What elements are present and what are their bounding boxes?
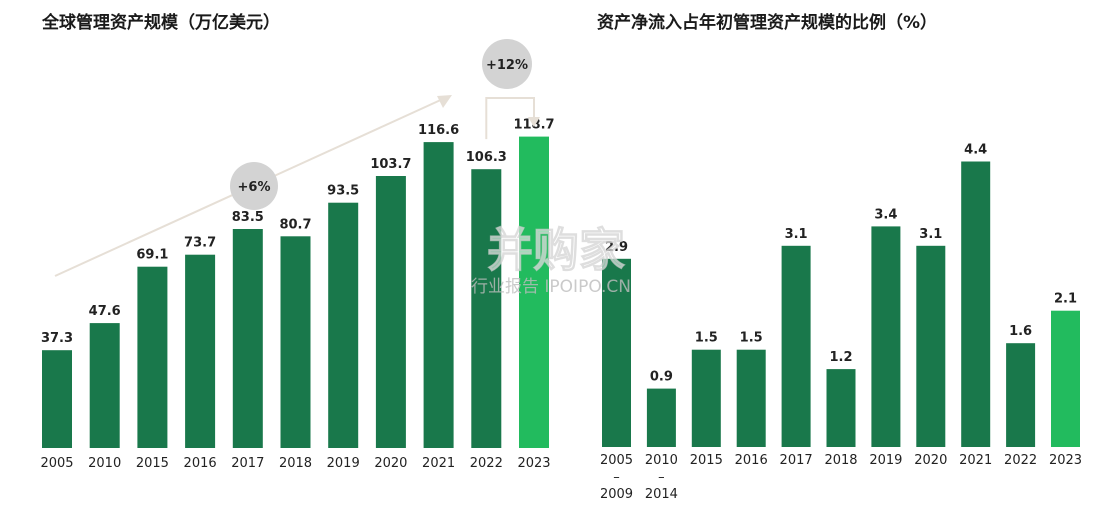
chart2-tick-label-6: 2019: [869, 453, 902, 468]
chart2-tick-label-9: 2022: [1004, 453, 1037, 468]
chart2-bar-8: [961, 161, 991, 447]
chart1-value-label-2: 69.1: [136, 248, 168, 263]
chart1-value-label-9: 106.3: [466, 150, 507, 165]
chart1-bar-8: [423, 142, 454, 448]
chart1-tick-label-0: 2005: [40, 456, 73, 471]
chart1-bar-3: [185, 254, 216, 448]
chart1-tick-label-9: 2022: [470, 456, 503, 471]
chart1-value-label-6: 93.5: [327, 184, 359, 199]
chart1-bar-2: [137, 266, 168, 448]
chart1-tick-label-1: 2010: [88, 456, 121, 471]
chart1-bar-0: [42, 350, 72, 448]
chart1-bar-9: [471, 169, 502, 448]
chart2-tick-label-4: 2017: [780, 453, 813, 468]
chart2-tick-label-10: 2023: [1049, 453, 1082, 468]
chart2-bar-5: [826, 369, 856, 447]
chart1-tick-label-7: 2020: [374, 456, 407, 471]
chart2-bar-10: [1051, 310, 1080, 447]
watermark-subtext: 行业报告 IPOIPO.CN: [471, 277, 631, 297]
chart1-bar-6: [328, 202, 359, 448]
chart2-value-label-9: 1.6: [1009, 324, 1032, 339]
chart2-value-label-6: 3.4: [874, 207, 897, 222]
growth-arrow-head: [437, 95, 452, 108]
chart1-tick-label-8: 2021: [422, 456, 455, 471]
chart2-value-label-7: 3.1: [919, 227, 942, 242]
chart2-bar-3: [736, 349, 766, 447]
chart2-value-label-1: 0.9: [650, 370, 673, 385]
chart1-value-label-8: 116.6: [418, 123, 459, 138]
growth-bubble-6pct-text: +6%: [238, 180, 271, 195]
chart1-bar-4: [232, 229, 263, 448]
chart2-tick-label-1-line0: 2010: [645, 453, 678, 468]
chart2-tick-label-7: 2020: [914, 453, 947, 468]
chart1-value-label-4: 83.5: [232, 210, 264, 225]
chart1-value-label-5: 80.7: [279, 217, 311, 232]
chart2-tick-label-3: 2016: [735, 453, 768, 468]
chart1-bar-7: [375, 176, 406, 448]
chart1-tick-label-4: 2017: [231, 456, 264, 471]
chart1-tick-label-3: 2016: [184, 456, 217, 471]
chart2-tick-label-0-line0: 2005: [600, 453, 633, 468]
growth-bubble-6pct: [230, 162, 278, 210]
chart1-value-label-0: 37.3: [41, 331, 73, 346]
chart2-bar-7: [916, 245, 946, 447]
chart2-value-label-8: 4.4: [964, 143, 987, 158]
watermark-logo-text: 并购家: [487, 223, 625, 277]
chart1-tick-label-5: 2018: [279, 456, 312, 471]
chart1-bar-5: [280, 236, 311, 448]
chart2-bar-4: [781, 245, 811, 447]
chart2-bar-2: [691, 349, 721, 447]
chart1-value-label-7: 103.7: [370, 157, 411, 172]
chart2-tick-label-1-line1: –: [658, 470, 665, 485]
left-chart-title: 全球管理资产规模（万亿美元）: [42, 13, 280, 33]
chart2-value-label-3: 1.5: [740, 331, 763, 346]
chart2-tick-label-5: 2018: [824, 453, 857, 468]
chart2-bar-6: [871, 226, 901, 447]
chart1-tick-label-6: 2019: [327, 456, 360, 471]
chart2-tick-label-0-line1: –: [613, 470, 620, 485]
chart1-tick-label-2: 2015: [136, 456, 169, 471]
growth-bubble-12pct-text: +12%: [486, 58, 528, 73]
chart2-tick-label-8: 2021: [959, 453, 992, 468]
chart2-value-label-4: 3.1: [785, 227, 808, 242]
chart2-bar-9: [1006, 343, 1036, 447]
growth-bracket-arrowhead: [528, 117, 540, 127]
chart1-bar-10: [519, 136, 549, 448]
chart2-value-label-10: 2.1: [1054, 292, 1077, 307]
growth-bracket-line: [485, 97, 535, 140]
chart2-value-label-0: 2.9: [605, 240, 628, 255]
chart2-tick-label-1-line2: 2014: [645, 487, 678, 502]
chart1-value-label-3: 73.7: [184, 236, 216, 251]
chart2-value-label-5: 1.2: [829, 350, 852, 365]
right-chart-title: 资产净流入占年初管理资产规模的比例（%）: [597, 13, 938, 33]
chart2-bar-1: [646, 388, 676, 447]
chart1-tick-label-10: 2023: [517, 456, 550, 471]
chart1-value-label-1: 47.6: [89, 304, 121, 319]
chart2-tick-label-2: 2015: [690, 453, 723, 468]
chart2-value-label-2: 1.5: [695, 331, 718, 346]
chart2-bar-0: [602, 258, 631, 447]
chart1-bar-1: [89, 323, 120, 448]
chart2-tick-label-0-line2: 2009: [600, 487, 633, 502]
growth-bubble-12pct: [482, 39, 532, 89]
